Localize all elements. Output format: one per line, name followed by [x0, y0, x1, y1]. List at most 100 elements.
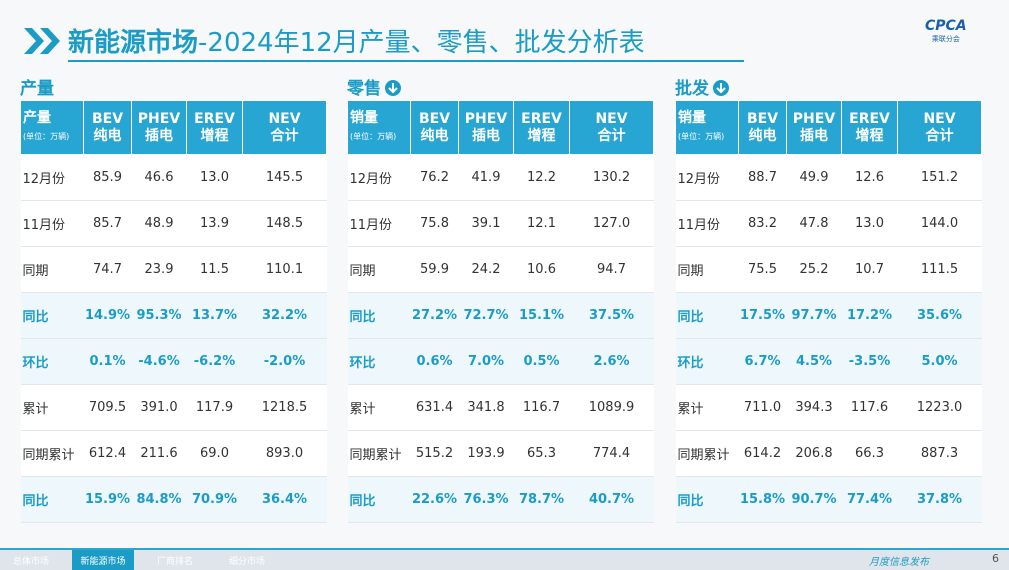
header-sub: (单位：万辆): [678, 132, 725, 141]
table-row: 累计 711.0 394.3 117.6 1223.0: [675, 384, 982, 431]
cell: 74.7: [83, 246, 132, 293]
table-row: 同比 15.9% 84.8% 70.9% 36.4%: [20, 476, 327, 523]
cell: 11.5: [186, 246, 243, 293]
header-sub: 插电: [472, 127, 500, 144]
cell: 10.6: [513, 246, 570, 293]
cell: 0.1%: [83, 338, 132, 385]
logo: CPCA 乘联分会: [925, 18, 967, 44]
table-row: 11月份 85.7 48.9 13.9 148.5: [20, 200, 327, 247]
header-cell: BEV 纯电: [738, 100, 787, 155]
header-sub: 插电: [145, 127, 173, 144]
cell: 391.0: [131, 384, 187, 431]
header-cell: PHEV 插电: [458, 100, 514, 155]
header-sub: 合计: [270, 127, 299, 144]
cell: 1218.5: [242, 384, 327, 431]
cell: 127.0: [569, 200, 654, 247]
cell: 17.2%: [841, 292, 898, 339]
data-table: 产量 (单位：万辆) BEV 纯电 PHEV 插电 EREV 增程 NEV 合计 12月份 85.9 4…: [20, 100, 327, 523]
header-cell: EREV 增程: [841, 100, 898, 155]
cell: 893.0: [242, 430, 327, 477]
cell: 10.7: [841, 246, 898, 293]
header-cell: PHEV 插电: [131, 100, 187, 155]
title: 新能源市场-2024年12月产量、零售、批发分析表: [68, 22, 645, 59]
logo-text: CPCA: [925, 18, 967, 34]
cell: 47.8: [786, 200, 842, 247]
title-rest: -2024年12月产量、零售、批发分析表: [198, 28, 645, 58]
row-label: 同期累计: [675, 430, 739, 477]
cell: 35.6%: [897, 292, 982, 339]
section-text: 批发: [675, 79, 709, 99]
cell: 22.6%: [410, 476, 459, 523]
row-label: 同比: [675, 476, 739, 523]
cell: 76.2: [410, 154, 459, 201]
section-label: 产量: [20, 74, 54, 99]
cell: 117.9: [186, 384, 243, 431]
data-table: 销量 (单位：万辆) BEV 纯电 PHEV 插电 EREV 增程 NEV 合计 12月份 88.7 4…: [675, 100, 982, 523]
cell: 13.0: [186, 154, 243, 201]
section-text: 产量: [20, 79, 54, 99]
row-label: 环比: [20, 338, 84, 385]
cell: 6.7%: [738, 338, 787, 385]
logo-sub: 乘联分会: [931, 35, 960, 43]
cell: 5.0%: [897, 338, 982, 385]
header-sub: (单位：万辆): [350, 132, 397, 141]
header-row: 产量 (单位：万辆) BEV 纯电 PHEV 插电 EREV 增程 NEV 合计: [20, 100, 327, 155]
cell: 614.2: [738, 430, 787, 477]
cell: 12.2: [513, 154, 570, 201]
cell: -6.2%: [186, 338, 243, 385]
cell: 13.0: [841, 200, 898, 247]
footer-tab[interactable]: 新能源市场: [72, 550, 134, 570]
cell: 24.2: [458, 246, 514, 293]
cell: 69.0: [186, 430, 243, 477]
table-row: 同比 17.5% 97.7% 17.2% 35.6%: [675, 292, 982, 339]
row-label: 同比: [347, 292, 411, 339]
header-row: 销量 (单位：万辆) BEV 纯电 PHEV 插电 EREV 增程 NEV 合计: [347, 100, 654, 155]
header-sub: (单位：万辆): [23, 132, 70, 141]
footer-tab[interactable]: 总体市场: [12, 557, 49, 567]
cell: 7.0%: [458, 338, 514, 385]
table-row: 同比 14.9% 95.3% 13.7% 32.2%: [20, 292, 327, 339]
cell: 709.5: [83, 384, 132, 431]
header-top: NEV: [595, 110, 628, 127]
cell: 148.5: [242, 200, 327, 247]
table-row: 同比 27.2% 72.7% 15.1% 37.5%: [347, 292, 654, 339]
header-sub: 增程: [855, 127, 884, 144]
header-cell: BEV 纯电: [83, 100, 132, 155]
cell: 90.7%: [786, 476, 842, 523]
row-label: 同比: [347, 476, 411, 523]
data-table: 销量 (单位：万辆) BEV 纯电 PHEV 插电 EREV 增程 NEV 合计 12月份 76.2 4…: [347, 100, 654, 523]
cell: 17.5%: [738, 292, 787, 339]
cell: 37.5%: [569, 292, 654, 339]
row-label: 12月份: [347, 154, 411, 201]
row-label: 同期: [675, 246, 739, 293]
footer-tab[interactable]: 细分市场: [228, 557, 265, 567]
down-icon: [713, 80, 729, 96]
table-row: 环比 0.6% 7.0% 0.5% 2.6%: [347, 338, 654, 385]
row-label: 11月份: [347, 200, 411, 247]
header-sub: 增程: [200, 127, 229, 144]
header-cell: 销量 (单位：万辆): [675, 100, 739, 155]
cell: 78.7%: [513, 476, 570, 523]
table-row: 11月份 75.8 39.1 12.1 127.0: [347, 200, 654, 247]
header-cell: EREV 增程: [186, 100, 243, 155]
header-top: PHEV: [464, 110, 508, 127]
header-cell: EREV 增程: [513, 100, 570, 155]
cell: 32.2%: [242, 292, 327, 339]
header-sub: 增程: [527, 127, 556, 144]
cell: 65.3: [513, 430, 570, 477]
cell: 13.9: [186, 200, 243, 247]
table-row: 同期 75.5 25.2 10.7 111.5: [675, 246, 982, 293]
cell: -3.5%: [841, 338, 898, 385]
cell: 887.3: [897, 430, 982, 477]
cell: 144.0: [897, 200, 982, 247]
cell: 49.9: [786, 154, 842, 201]
cell: 70.9%: [186, 476, 243, 523]
header-top: EREV: [521, 110, 562, 127]
header-top: NEV: [268, 110, 301, 127]
header-top: 销量: [350, 110, 378, 126]
footer-tab[interactable]: 厂商排名: [156, 557, 193, 567]
table-row: 同期 59.9 24.2 10.6 94.7: [347, 246, 654, 293]
cell: 39.1: [458, 200, 514, 247]
cell: 85.7: [83, 200, 132, 247]
